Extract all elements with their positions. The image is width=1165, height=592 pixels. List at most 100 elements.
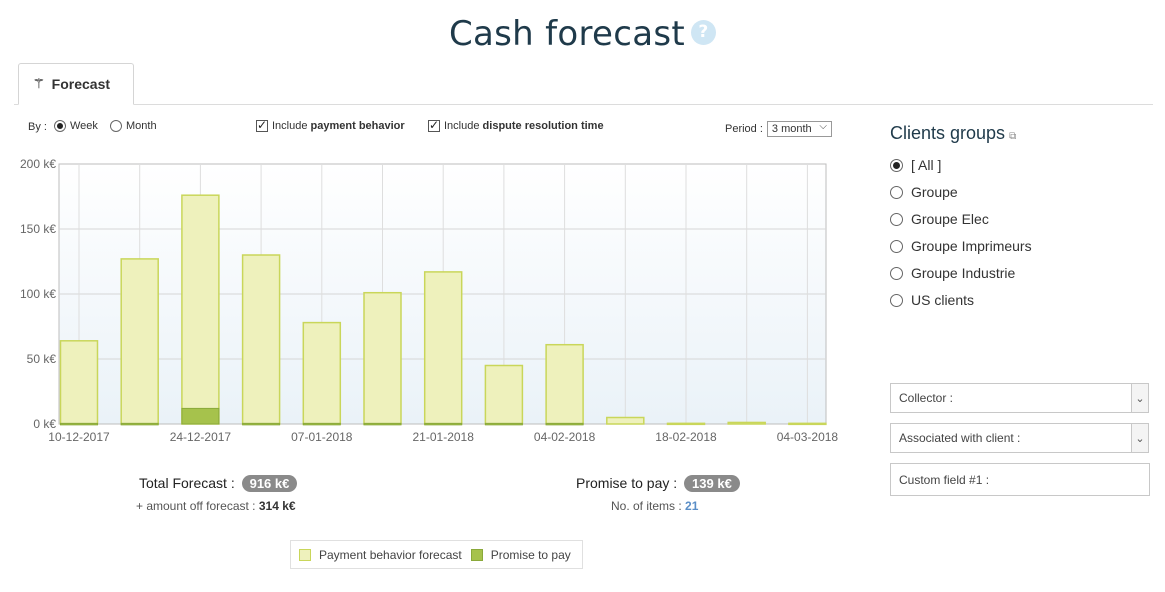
amount-off-label: + amount off forecast : [136,499,256,513]
include-dispute-bold: dispute resolution time [482,120,604,132]
total-forecast-badge: 916 k€ [241,475,298,492]
custom-field-1-input[interactable]: Custom field #1 : [890,463,1150,496]
collector-label: Collector : [899,391,954,405]
total-forecast: Total Forecast : 916 k€ [139,475,298,492]
y-tick-label: 150 k€ [20,222,56,236]
bar-promise[interactable] [302,422,341,426]
radio-icon [890,266,903,280]
radio-icon [890,158,903,172]
x-tick-label: 18-02-2018 [655,430,717,444]
include-payment-bold: payment behavior [310,120,405,132]
bar-forecast[interactable] [59,340,99,425]
y-tick-label: 100 k€ [20,287,56,301]
group-radio-us-clients[interactable]: US clients [890,292,974,308]
bar-promise[interactable] [363,422,402,426]
group-radio-groupe[interactable]: Groupe [890,184,958,200]
radio-icon [110,120,122,132]
bar-promise[interactable] [242,422,281,426]
bar-forecast[interactable] [727,421,766,425]
y-tick-label: 200 k€ [20,157,56,171]
promise-to-pay-summary: Promise to pay : 139 k€ [576,475,740,492]
bar-forecast[interactable] [484,364,524,425]
bar-forecast[interactable] [181,194,220,425]
chevron-down-icon[interactable]: ⌄ [1131,384,1148,412]
bar-forecast[interactable] [788,422,827,426]
magic-wand-icon: ⚚ [33,76,45,91]
by-week-radio[interactable]: Week [54,120,98,132]
bar-promise[interactable] [545,422,584,426]
tab-forecast-label: Forecast [51,76,111,92]
period-control: Period : 3 month ⌵ [725,121,832,137]
by-month-label: Month [126,120,157,132]
group-label: Groupe Industrie [911,265,1016,281]
total-forecast-label: Total Forecast : [139,475,235,491]
checkbox-checked-icon [428,118,440,132]
bar-forecast[interactable] [666,422,706,426]
group-radio-groupe-imprimeurs[interactable]: Groupe Imprimeurs [890,238,1032,254]
amount-off-forecast: + amount off forecast : 314 k€ [136,499,296,513]
page-title-text: Cash forecast [448,14,686,54]
bar-promise[interactable] [60,422,98,426]
cash-forecast-chart: 0 k€ 50 k€ 100 k€ 150 k€ 200 k€ 10-12-2017 24… [20,157,839,444]
bar-forecast[interactable] [241,254,281,425]
bar-forecast[interactable] [302,321,342,425]
chart-legend: Payment behavior forecast Promise to pay [290,540,583,569]
include-dispute-prefix: Include [444,120,480,132]
items-label: No. of items : [611,499,682,513]
x-tick-label: 24-12-2017 [170,430,232,444]
include-dispute-time-checkbox[interactable]: Include dispute resolution time [428,118,604,132]
bar-promise[interactable] [120,422,159,426]
group-radio-groupe-elec[interactable]: Groupe Elec [890,211,989,227]
group-label: US clients [911,292,975,308]
period-value: 3 month [771,123,812,135]
collector-select[interactable]: Collector : ⌄ [890,383,1149,413]
legend-label: Payment behavior forecast [319,547,462,562]
tab-forecast[interactable]: ⚚ Forecast [18,63,134,105]
x-tick-label: 07-01-2018 [291,430,353,444]
bar-forecast[interactable] [545,343,584,425]
associated-with-client-select[interactable]: Associated with client : ⌄ [890,423,1149,453]
radio-icon [890,293,903,307]
by-month-radio[interactable]: Month [110,120,157,132]
bar-forecast[interactable] [606,416,645,425]
bar-forecast[interactable] [120,258,159,425]
clients-groups-title: Clients groups ⧉ [890,123,1016,144]
bar-promise[interactable] [181,407,220,425]
include-payment-prefix: Include [272,120,308,132]
legend-item-forecast[interactable]: Payment behavior forecast [299,548,462,562]
include-payment-behavior-checkbox[interactable]: Include payment behavior [256,118,405,132]
custom-field-1-label: Custom field #1 : [899,472,990,487]
legend-item-promise[interactable]: Promise to pay [470,547,571,562]
x-tick-label: 04-02-2018 [534,430,596,444]
amount-off-value: 314 k€ [258,499,296,513]
clients-groups-title-text: Clients groups [890,123,1006,143]
group-label: Groupe [911,184,958,200]
checkbox-checked-icon [256,118,268,132]
radio-icon [890,239,903,253]
page-title: Cash forecast? [0,14,1165,54]
radio-icon [890,185,903,199]
group-label: [ All ] [911,157,942,173]
chevron-down-icon[interactable]: ⌄ [1131,424,1148,452]
promise-to-pay-label: Promise to pay : [576,475,678,491]
items-count-link[interactable]: 21 [685,499,699,513]
promise-to-pay-badge: 139 k€ [684,475,740,492]
by-week-label: Week [70,120,98,132]
radio-icon [54,120,66,132]
legend-swatch [470,548,483,561]
bar-promise[interactable] [424,422,463,426]
bar-promise[interactable] [484,422,523,426]
x-tick-label: 04-03-2018 [777,430,839,444]
bar-forecast[interactable] [423,271,463,425]
chevron-down-icon: ⌵ [819,121,827,132]
bar-forecast[interactable] [363,291,402,425]
legend-swatch [299,548,311,561]
legend-label: Promise to pay [490,547,571,562]
period-select[interactable]: 3 month ⌵ [766,121,832,137]
tab-bar-divider [14,104,1153,105]
group-radio-groupe-industrie[interactable]: Groupe Industrie [890,265,1015,281]
group-radio-all[interactable]: [ All ] [890,157,941,173]
question-circle-icon[interactable]: ? [691,20,717,45]
external-link-icon[interactable]: ⧉ [1009,131,1017,142]
y-tick-label: 50 k€ [27,352,57,366]
